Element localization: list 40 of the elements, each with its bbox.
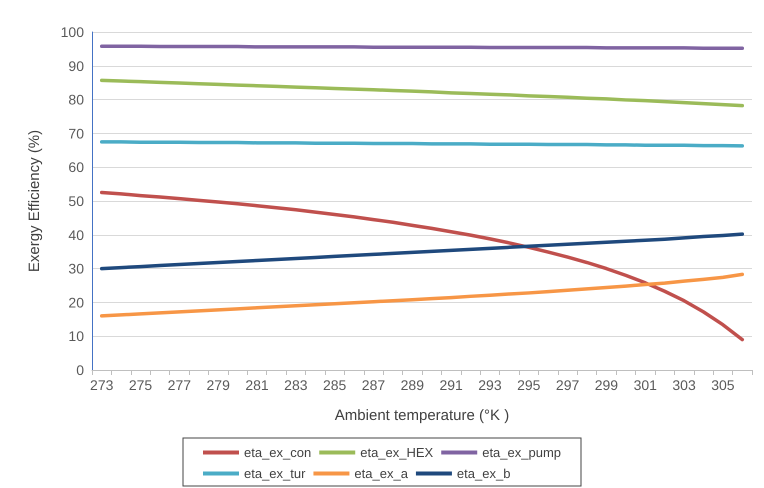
legend-label: eta_ex_con [244, 445, 312, 460]
line-series [100, 190, 744, 342]
x-tick-label: 279 [206, 377, 230, 393]
legend-label: eta_ex_b [456, 466, 510, 481]
x-tick-label: 291 [439, 377, 464, 393]
y-tick-label: 30 [68, 260, 84, 277]
x-tick-label: 303 [672, 377, 696, 393]
y-tick-label: 10 [68, 328, 84, 344]
x-tick-label: 275 [128, 377, 152, 393]
y-tick-label: 40 [68, 226, 84, 243]
x-tick-label: 305 [711, 377, 735, 393]
line-series [100, 272, 744, 318]
y-tick-label: 70 [68, 125, 84, 142]
line-series [100, 232, 744, 270]
x-tick-label: 285 [322, 377, 347, 393]
x-tick-label: 281 [245, 377, 269, 393]
y-tick-label: 0 [76, 362, 84, 378]
x-tick-label: 273 [90, 377, 114, 393]
y-tick-label: 50 [68, 193, 84, 209]
x-tick-label: 297 [556, 377, 580, 393]
x-tick-label: 295 [517, 377, 541, 393]
x-tick-label: 277 [168, 377, 192, 393]
y-tick-label: 20 [68, 294, 84, 310]
x-tick-label: 287 [362, 377, 386, 393]
line-series [100, 78, 744, 108]
legend-label: eta_ex_HEX [360, 445, 434, 460]
y-tick-label: 90 [68, 58, 84, 74]
x-tick-label: 301 [634, 377, 658, 393]
legend-label: eta_ex_pump [482, 445, 561, 460]
y-tick-label: 80 [68, 92, 84, 108]
x-tick-label: 299 [594, 377, 618, 393]
y-tick-label: 60 [68, 159, 84, 176]
x-tick-label: 283 [284, 377, 308, 393]
legend-label: eta_ex_a [354, 466, 409, 481]
x-axis-title: Ambient temperature (°K ) [334, 407, 510, 424]
y-axis-title: Exergy Efficiency (%) [26, 130, 43, 272]
y-tick-label: 100 [60, 24, 84, 40]
x-tick-label: 293 [478, 377, 502, 393]
x-tick-label: 289 [400, 377, 424, 393]
legend-label: eta_ex_tur [244, 466, 306, 481]
